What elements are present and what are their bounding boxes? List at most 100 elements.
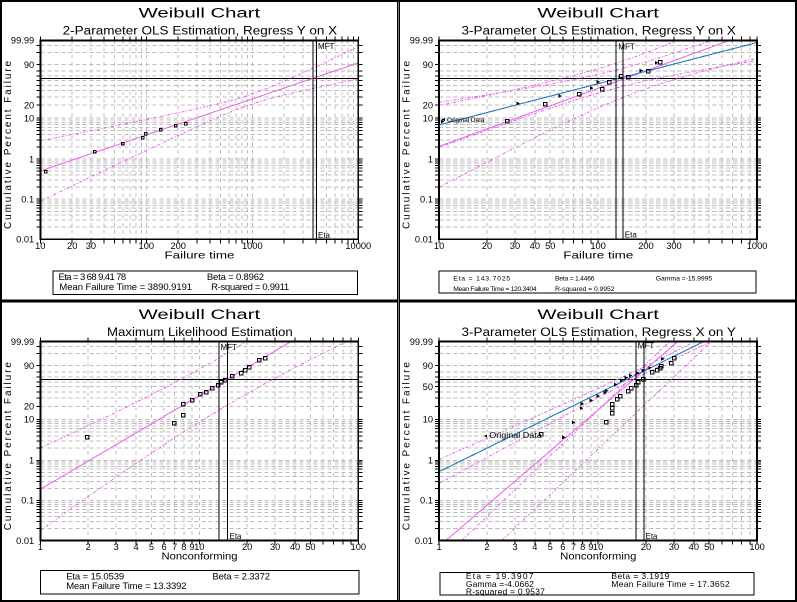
- svg-text:R-squared = 0.9537: R-squared = 0.9537: [466, 587, 545, 597]
- svg-text:10: 10: [423, 415, 433, 425]
- svg-text:4: 4: [532, 542, 537, 552]
- svg-text:Beta = 2.3372: Beta = 2.3372: [212, 571, 270, 582]
- svg-text:Failure time: Failure time: [165, 249, 235, 261]
- svg-text:10: 10: [194, 542, 204, 552]
- svg-text:99.99: 99.99: [410, 36, 433, 46]
- svg-text:Cumulative Percent Failure: Cumulative Percent Failure: [402, 360, 413, 530]
- svg-text:9: 9: [189, 542, 194, 552]
- svg-text:R-squared = 0.9911: R-squared = 0.9911: [211, 282, 289, 293]
- svg-text:MFT: MFT: [318, 42, 335, 51]
- svg-text:10000: 10000: [345, 241, 371, 251]
- svg-text:0.1: 0.1: [21, 496, 34, 506]
- svg-text:0.01: 0.01: [16, 235, 34, 245]
- svg-text:50: 50: [545, 241, 555, 251]
- svg-text:0.01: 0.01: [415, 235, 433, 245]
- svg-text:40: 40: [530, 241, 540, 251]
- svg-text:1000: 1000: [242, 241, 263, 251]
- svg-text:0.1: 0.1: [420, 496, 433, 506]
- svg-text:4: 4: [133, 542, 138, 552]
- svg-text:1: 1: [428, 456, 433, 466]
- svg-text:Gamma =-4.0662: Gamma =-4.0662: [466, 579, 534, 589]
- svg-text:0.01: 0.01: [415, 536, 433, 546]
- svg-text:10: 10: [423, 113, 433, 123]
- svg-text:Gamma =-15.9995: Gamma =-15.9995: [656, 275, 713, 282]
- svg-text:8: 8: [181, 542, 186, 552]
- svg-text:1: 1: [437, 542, 442, 552]
- svg-text:Eta = 3 68 9.41 78: Eta = 3 68 9.41 78: [59, 272, 127, 283]
- svg-text:3: 3: [512, 542, 517, 552]
- svg-text:2: 2: [86, 542, 91, 552]
- svg-text:100: 100: [351, 542, 367, 552]
- svg-text:40: 40: [689, 542, 699, 552]
- svg-text:40: 40: [290, 542, 300, 552]
- svg-text:Nonconforming: Nonconforming: [560, 551, 636, 563]
- svg-text:Failure time: Failure time: [563, 249, 633, 261]
- svg-text:0.1: 0.1: [420, 195, 433, 205]
- svg-text:3: 3: [114, 542, 119, 552]
- svg-text:Weibull Chart: Weibull Chart: [139, 6, 261, 21]
- svg-text:Nonconforming: Nonconforming: [162, 551, 238, 563]
- svg-text:1: 1: [428, 154, 433, 164]
- svg-text:Mean Failure Time = 3890.9191: Mean Failure Time = 3890.9191: [59, 282, 192, 293]
- svg-text:99.99: 99.99: [11, 337, 34, 347]
- svg-text:200: 200: [638, 241, 654, 251]
- svg-text:0.01: 0.01: [16, 536, 34, 546]
- svg-text:8: 8: [580, 542, 585, 552]
- svg-text:50: 50: [305, 542, 315, 552]
- svg-text:7: 7: [172, 542, 177, 552]
- svg-text:20: 20: [24, 402, 34, 412]
- svg-text:Eta: Eta: [646, 532, 659, 541]
- svg-text:0.1: 0.1: [21, 195, 34, 205]
- svg-text:Eta = 19.3907: Eta = 19.3907: [466, 571, 534, 581]
- svg-text:20: 20: [67, 241, 77, 251]
- svg-text:Weibull Chart: Weibull Chart: [537, 6, 659, 21]
- svg-text:MFT: MFT: [618, 43, 635, 52]
- svg-text:3-Parameter OLS Estimation, Re: 3-Parameter OLS Estimation, Regress X on…: [461, 327, 736, 339]
- svg-text:Original Data: Original Data: [489, 431, 542, 440]
- svg-text:90: 90: [423, 60, 433, 70]
- svg-text:3-Parameter OLS Estimation, Re: 3-Parameter OLS Estimation, Regress Y on…: [461, 26, 736, 38]
- svg-text:10: 10: [35, 241, 45, 251]
- svg-text:Weibull Chart: Weibull Chart: [537, 307, 659, 322]
- svg-text:Eta: Eta: [318, 231, 331, 240]
- svg-text:6: 6: [161, 542, 166, 552]
- svg-text:90: 90: [423, 361, 433, 371]
- svg-text:100: 100: [139, 241, 155, 251]
- svg-text:Eta: Eta: [625, 231, 638, 240]
- svg-text:20: 20: [482, 241, 492, 251]
- svg-text:30: 30: [270, 542, 280, 552]
- svg-text:99.99: 99.99: [410, 337, 433, 347]
- svg-text:20: 20: [24, 100, 34, 110]
- svg-text:Original Data: Original Data: [447, 117, 485, 124]
- svg-text:Mean Failure Time = 120.3404: Mean Failure Time = 120.3404: [453, 286, 537, 293]
- svg-text:MFT: MFT: [221, 343, 238, 352]
- svg-text:50: 50: [423, 382, 433, 392]
- svg-text:5: 5: [548, 542, 553, 552]
- svg-text:5: 5: [149, 542, 154, 552]
- svg-text:10: 10: [434, 241, 444, 251]
- svg-text:R-squared = 0.9952: R-squared = 0.9952: [555, 286, 615, 293]
- svg-text:7: 7: [571, 542, 576, 552]
- svg-text:2: 2: [484, 542, 489, 552]
- svg-text:Beta = 1.4466: Beta = 1.4466: [555, 275, 595, 282]
- svg-text:30: 30: [86, 241, 96, 251]
- svg-text:Eta = 143.7025: Eta = 143.7025: [453, 275, 510, 282]
- svg-text:10: 10: [24, 113, 34, 123]
- svg-text:Eta = 15.0539: Eta = 15.0539: [66, 571, 124, 582]
- svg-text:Mean Failure Time = 17.3652: Mean Failure Time = 17.3652: [611, 579, 730, 589]
- svg-text:90: 90: [24, 361, 34, 371]
- svg-text:30: 30: [510, 241, 520, 251]
- svg-text:Weibull Chart: Weibull Chart: [139, 307, 261, 322]
- svg-text:200: 200: [170, 241, 186, 251]
- svg-text:10: 10: [24, 415, 34, 425]
- svg-text:100: 100: [749, 542, 765, 552]
- svg-text:1: 1: [29, 154, 34, 164]
- svg-text:Maximum Likelihood Estimation: Maximum Likelihood Estimation: [107, 327, 293, 339]
- svg-text:Beta = 0.8962: Beta = 0.8962: [207, 272, 264, 283]
- svg-text:30: 30: [669, 542, 679, 552]
- svg-text:Mean Failure Time = 13.3392: Mean Failure Time = 13.3392: [66, 581, 186, 592]
- svg-text:99.99: 99.99: [11, 36, 34, 46]
- svg-text:Cumulative Percent Failure: Cumulative Percent Failure: [402, 59, 413, 229]
- svg-text:10: 10: [593, 542, 603, 552]
- svg-text:50: 50: [704, 542, 714, 552]
